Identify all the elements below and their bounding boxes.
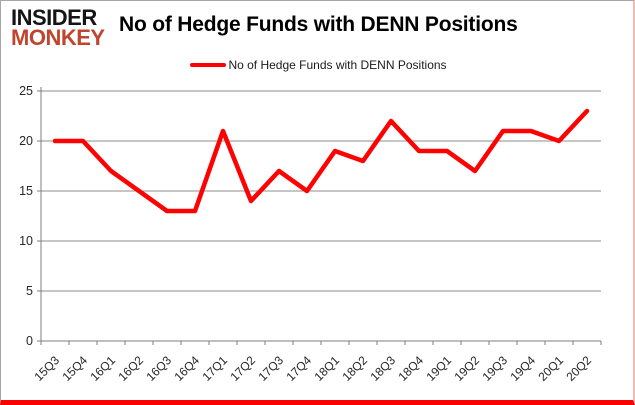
logo-line2: MONKEY	[11, 25, 105, 51]
xtick-label-15Q4: 15Q4	[59, 353, 90, 384]
xtick-label-15Q3: 15Q3	[31, 353, 62, 384]
legend-label: No of Hedge Funds with DENN Positions	[228, 58, 447, 72]
xtick-label-18Q4: 18Q4	[395, 353, 426, 384]
xtick-label-17Q3: 17Q3	[255, 353, 286, 384]
xtick-label-17Q2: 17Q2	[227, 353, 258, 384]
xtick-label-19Q2: 19Q2	[451, 353, 482, 384]
xtick-label-18Q2: 18Q2	[339, 353, 370, 384]
ytick-label-10: 10	[19, 234, 33, 248]
xtick-label-16Q2: 16Q2	[115, 353, 146, 384]
xtick-label-18Q1: 18Q1	[311, 353, 342, 384]
xtick-label-16Q1: 16Q1	[87, 353, 118, 384]
ytick-label-15: 15	[19, 184, 33, 198]
xtick-label-17Q1: 17Q1	[199, 353, 230, 384]
xtick-label-16Q3: 16Q3	[143, 353, 174, 384]
ytick-label-5: 5	[26, 284, 33, 298]
xtick-label-19Q1: 19Q1	[423, 353, 454, 384]
legend: No of Hedge Funds with DENN Positions	[1, 58, 633, 72]
logo-line1: INSIDER	[11, 5, 97, 30]
xtick-label-18Q3: 18Q3	[367, 353, 398, 384]
ytick-label-20: 20	[19, 134, 33, 148]
ytick-label-0: 0	[26, 334, 33, 348]
xtick-label-19Q4: 19Q4	[507, 353, 538, 384]
insider-monkey-logo: INSIDER MONKEY	[11, 5, 121, 51]
xtick-label-16Q4: 16Q4	[171, 353, 202, 384]
xtick-label-20Q1: 20Q1	[535, 353, 566, 384]
chart-title: No of Hedge Funds with DENN Positions	[119, 13, 518, 36]
ytick-label-25: 25	[19, 84, 33, 98]
xtick-label-19Q3: 19Q3	[479, 353, 510, 384]
series-line-No of Hedge Funds with DENN Positions	[52, 108, 590, 214]
xtick-label-17Q4: 17Q4	[283, 353, 314, 384]
legend-line-swatch	[190, 63, 227, 67]
xtick-label-20Q2: 20Q2	[563, 353, 594, 384]
